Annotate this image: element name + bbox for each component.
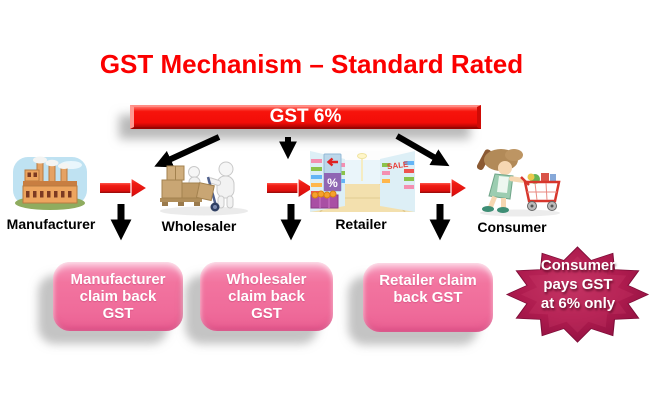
sale-sign-text: SALE <box>387 160 410 172</box>
claim-box-line: Retailer claim <box>379 272 477 289</box>
flow-arrow-manufacturer-to-wholesaler <box>100 176 149 200</box>
entity-label-consumer: Consumer <box>477 219 547 235</box>
banner-arrow-to-wholesaler <box>154 134 221 168</box>
consumer-badge-line: pays GST <box>543 276 613 293</box>
wholesaler-boxes-illustration <box>160 161 248 216</box>
claim-box-line: GST <box>251 305 282 322</box>
consumer-badge-line: Consumer <box>540 257 616 274</box>
manufacturer-claim-box: Manufacturer claim back GST <box>53 262 183 331</box>
claim-box-line: Manufacturer <box>70 271 166 288</box>
retailer-claim-box: Retailer claim back GST <box>363 263 493 332</box>
flow-arrow-wholesaler-to-retailer <box>267 176 316 200</box>
percent-sign-text: % <box>327 176 338 190</box>
gst-rate-banner-label: GST 6% <box>269 106 342 127</box>
entity-label-wholesaler: Wholesaler <box>161 218 237 234</box>
factory-illustration <box>13 156 87 210</box>
banner-arrow-to-consumer <box>395 133 450 167</box>
entity-label-retailer: Retailer <box>335 216 387 232</box>
gst-rate-banner: GST 6% <box>130 105 481 129</box>
wholesaler-claim-box: Wholesaler claim back GST <box>200 262 333 331</box>
claim-box-line: claim back <box>79 288 157 305</box>
flow-arrow-retailer-to-consumer <box>420 176 469 200</box>
claim-box-line: GST <box>102 305 134 322</box>
claim-box-line: claim back <box>228 288 305 305</box>
slide-title: GST Mechanism – Standard Rated <box>99 49 524 79</box>
claim-box-line: Wholesaler <box>226 271 307 288</box>
consumer-badge-line: at 6% only <box>540 295 616 312</box>
retail-store-illustration: % SALE <box>310 151 415 212</box>
entity-label-manufacturer: Manufacturer <box>6 216 96 232</box>
claim-box-line: back GST <box>393 289 463 306</box>
consumer-badge-text: Consumer pays GST at 6% only <box>508 256 648 313</box>
consumer-shopping-cart-illustration <box>476 149 561 217</box>
